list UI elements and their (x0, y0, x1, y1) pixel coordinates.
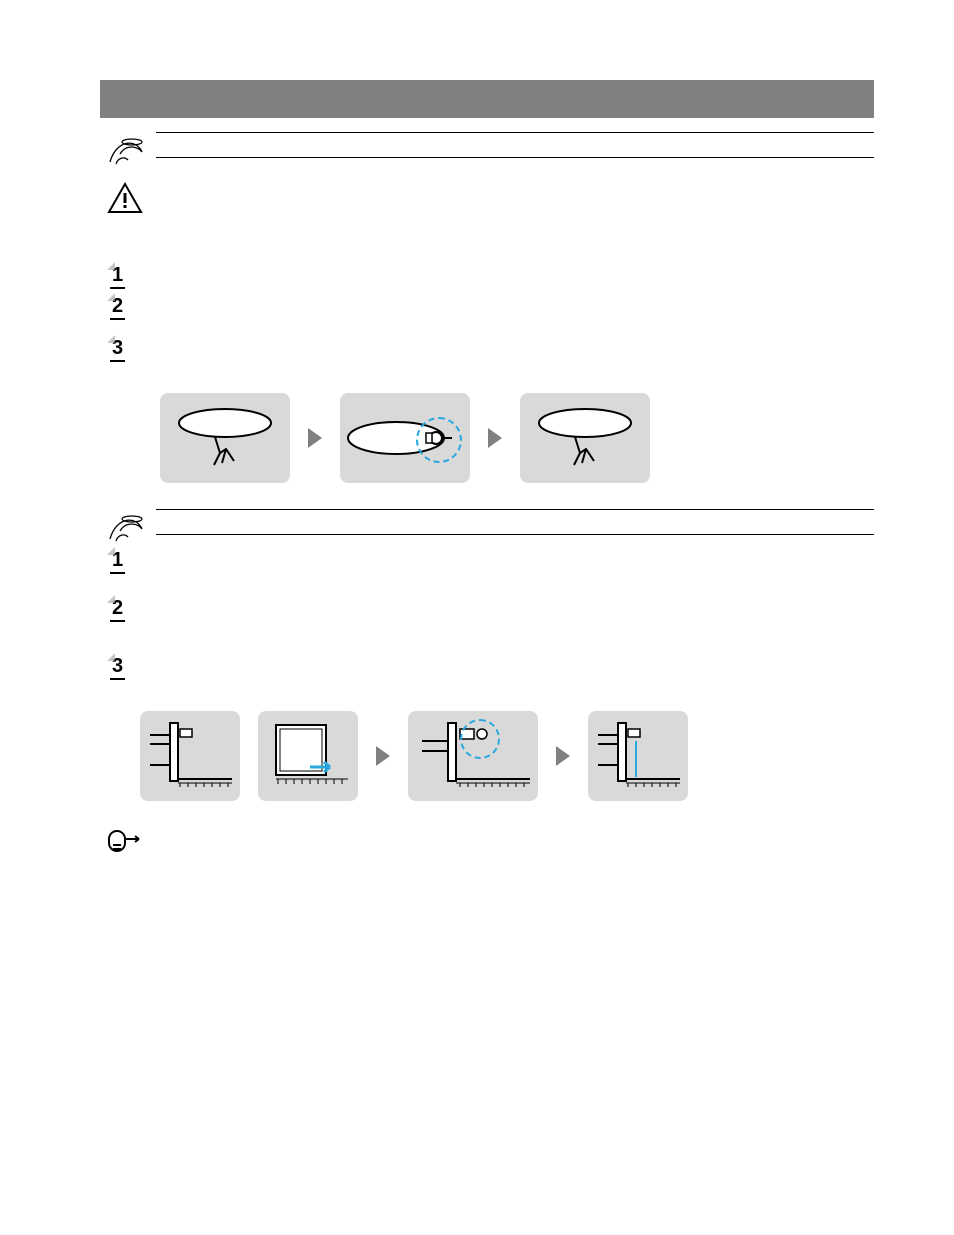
technician-icon (104, 132, 146, 166)
arrow-icon (376, 746, 390, 766)
diagram-row-1 (160, 393, 874, 483)
diagram-oven-side-1 (140, 711, 240, 801)
section-header-bar (100, 80, 874, 118)
diagram-oven-side-2 (588, 711, 688, 801)
step-number: 3 (110, 337, 125, 362)
arrow-icon (308, 428, 322, 448)
step-number: 2 (110, 295, 125, 320)
diagram-oven-side-lamp (408, 711, 538, 801)
step-number: 2 (110, 597, 125, 622)
pointer-icon (105, 827, 145, 857)
diagram-ellipse-hand-2 (520, 393, 650, 483)
step-number: 1 (110, 264, 125, 289)
caution-icon (107, 182, 143, 214)
step-3a: 3 (110, 337, 874, 373)
step-1a: 1 (110, 264, 874, 289)
step-2a: 2 (110, 295, 874, 331)
step-number: 3 (110, 655, 125, 680)
pointer-note (100, 827, 874, 857)
step-number: 1 (110, 549, 125, 574)
step-3b: 3 (110, 655, 874, 691)
technician-icon (104, 509, 146, 543)
step-2b: 2 (110, 597, 874, 649)
note-row-2 (100, 509, 874, 543)
step-1b: 1 (110, 549, 874, 591)
caution-block (100, 182, 874, 238)
diagram-door-removal (258, 711, 358, 801)
arrow-icon (488, 428, 502, 448)
diagram-ellipse-hand-1 (160, 393, 290, 483)
arrow-icon (556, 746, 570, 766)
note-row-1 (100, 132, 874, 166)
diagram-row-2 (140, 711, 874, 801)
diagram-lamp-side (340, 393, 470, 483)
